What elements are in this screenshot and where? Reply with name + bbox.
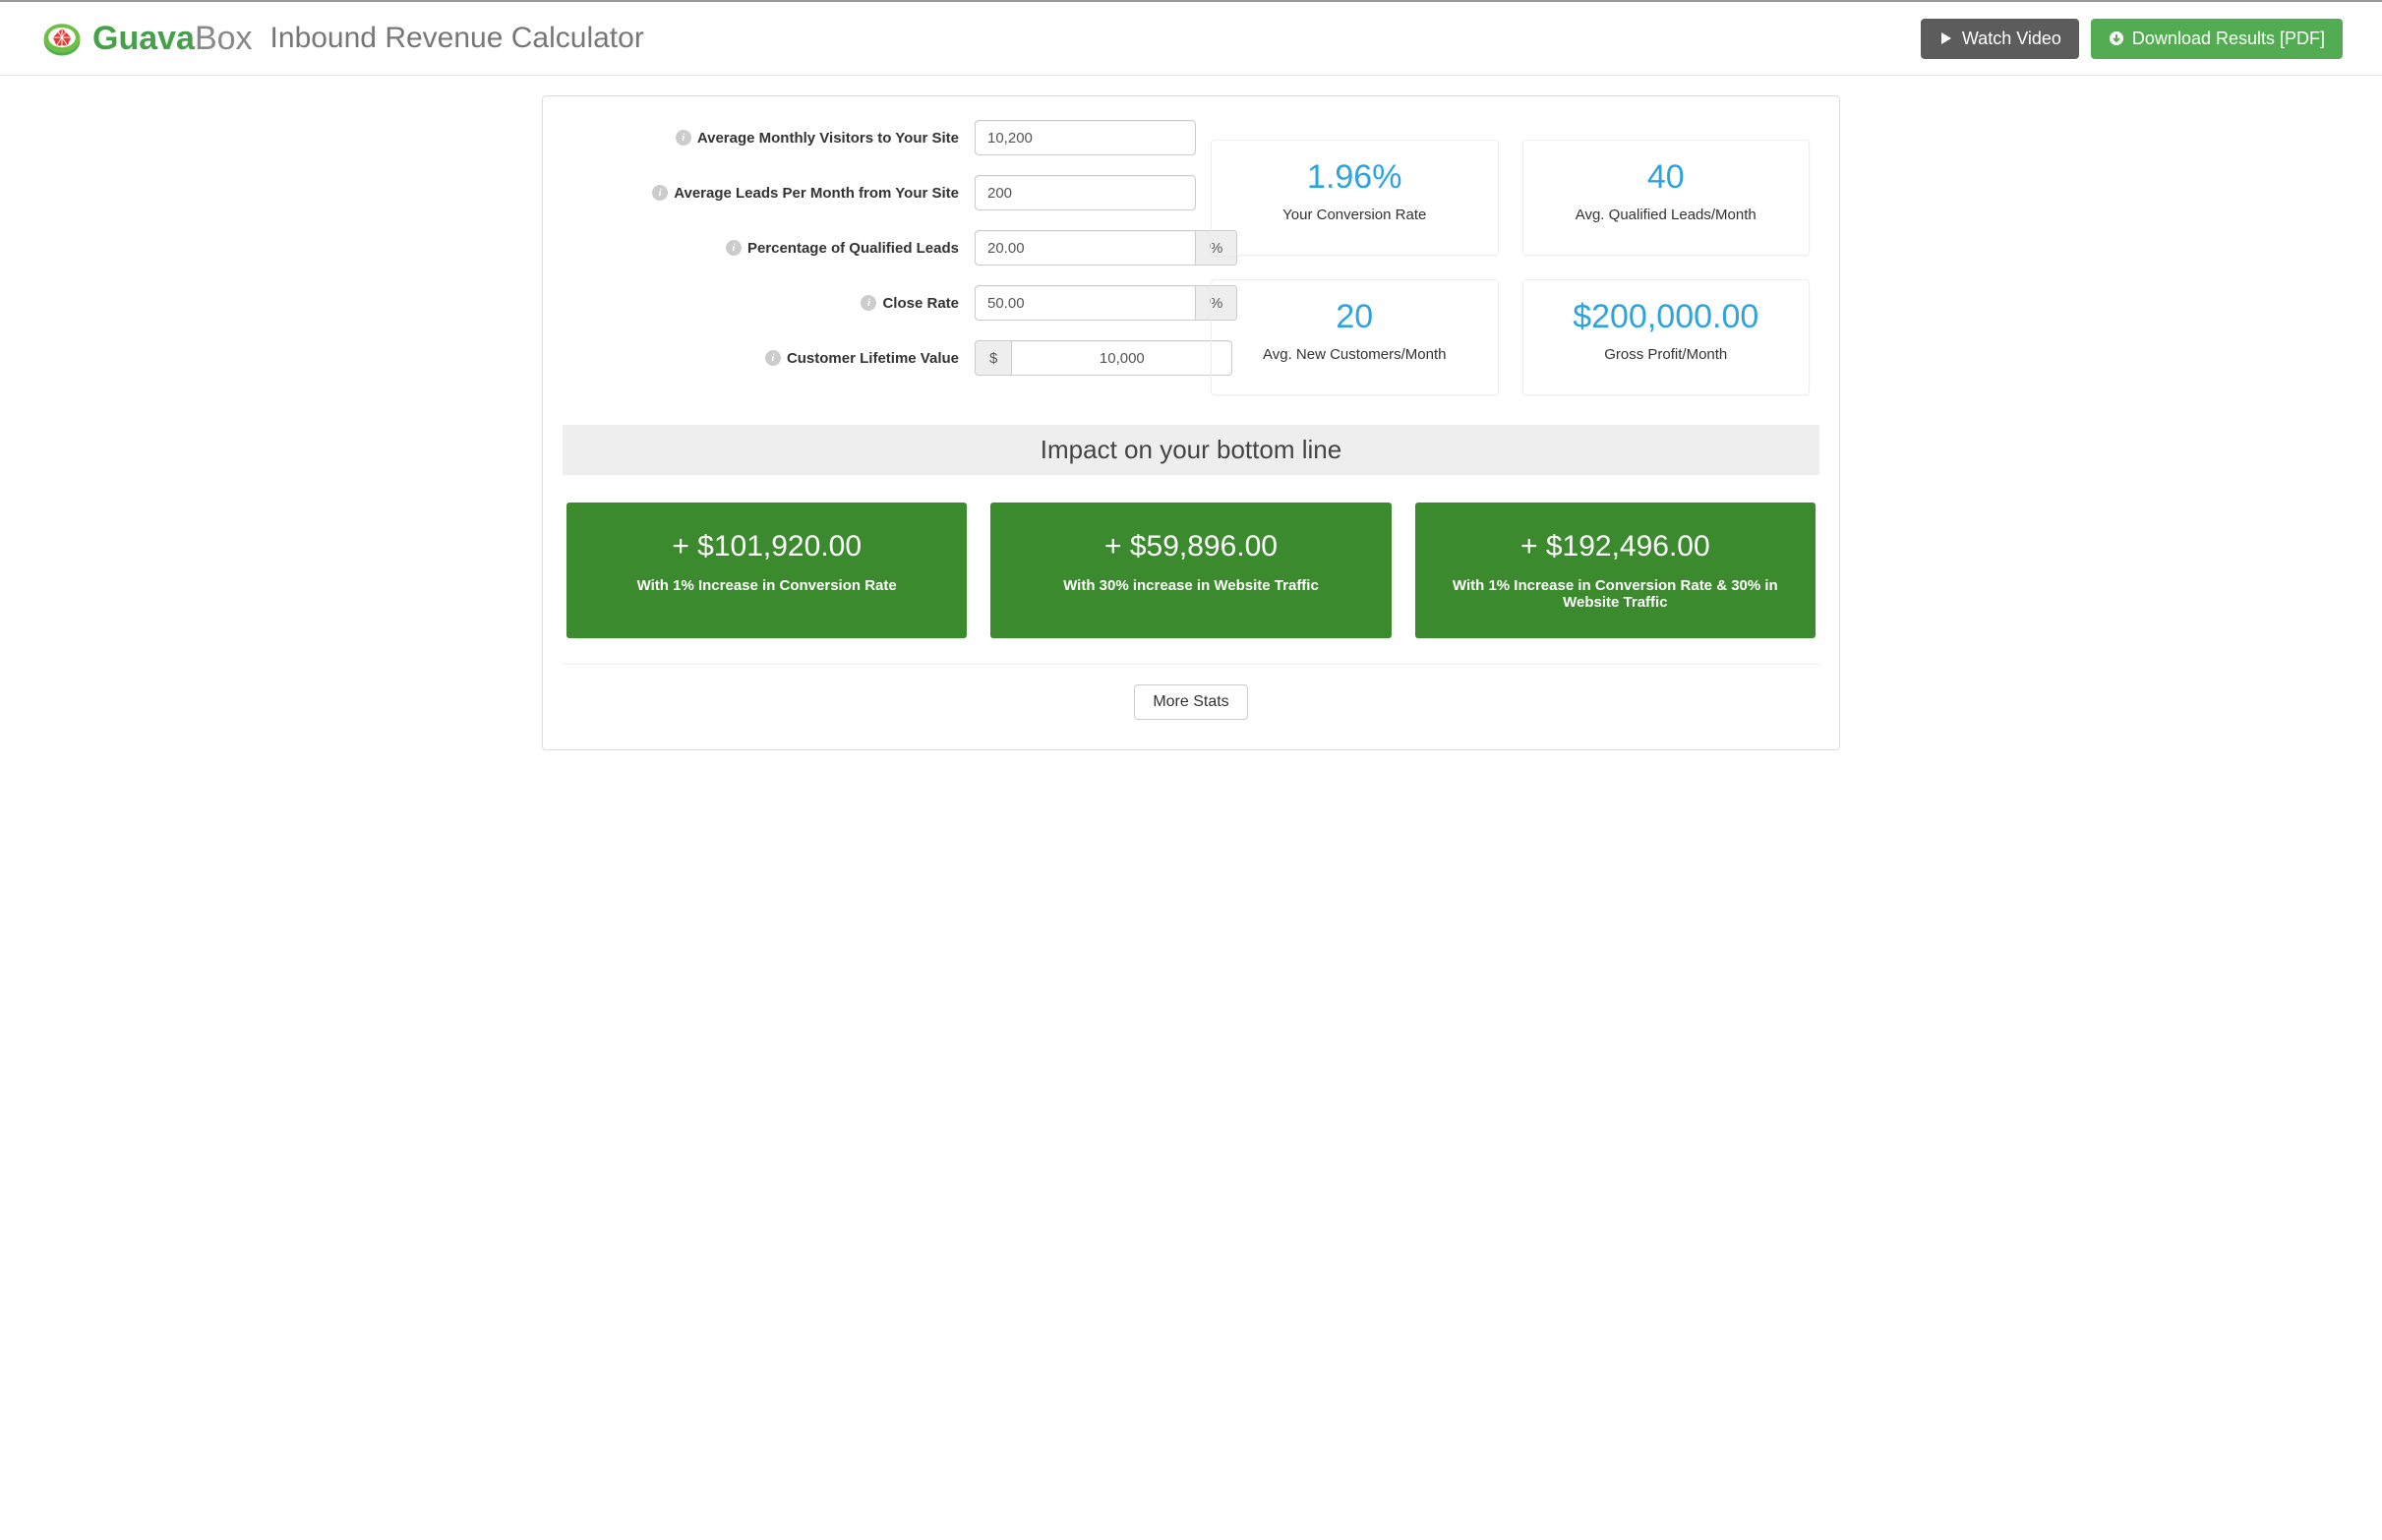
customers-card: 20 Avg. New Customers/Month: [1211, 279, 1499, 395]
info-icon[interactable]: i: [652, 185, 668, 201]
brand-light: Box: [195, 20, 253, 57]
impact-desc: With 1% Increase in Conversion Rate: [586, 577, 947, 594]
impact-card-conversion: + $101,920.00 With 1% Increase in Conver…: [566, 503, 967, 638]
dollar-addon: $: [975, 340, 1012, 376]
conversion-rate-card: 1.96% Your Conversion Rate: [1211, 140, 1499, 256]
leads-input[interactable]: [975, 175, 1196, 210]
impact-desc: With 1% Increase in Conversion Rate & 30…: [1435, 577, 1796, 611]
visitors-input[interactable]: [975, 120, 1196, 155]
qualified-leads-card: 40 Avg. Qualified Leads/Month: [1522, 140, 1811, 256]
stats-column: 1.96% Your Conversion Rate 40 Avg. Quali…: [1211, 120, 1810, 395]
visitors-label: i Average Monthly Visitors to Your Site: [572, 130, 975, 147]
form-column: i Average Monthly Visitors to Your Site …: [572, 120, 1171, 395]
guava-icon: [39, 16, 85, 61]
qualified-leads-value: 40: [1533, 158, 1800, 197]
close-label: i Close Rate: [572, 295, 975, 312]
info-icon[interactable]: i: [861, 295, 876, 311]
more-stats-button[interactable]: More Stats: [1134, 684, 1247, 720]
conversion-rate-value: 1.96%: [1221, 158, 1488, 197]
customers-value: 20: [1221, 298, 1488, 336]
leads-label: i Average Leads Per Month from Your Site: [572, 185, 975, 202]
info-icon[interactable]: i: [676, 130, 691, 146]
impact-desc: With 30% increase in Website Traffic: [1010, 577, 1371, 594]
top-buttons: Watch Video Download Results [PDF]: [1921, 19, 2343, 59]
close-input[interactable]: [975, 285, 1195, 321]
watch-video-label: Watch Video: [1962, 29, 2061, 49]
profit-card: $200,000.00 Gross Profit/Month: [1522, 279, 1811, 395]
impact-card-combined: + $192,496.00 With 1% Increase in Conver…: [1415, 503, 1816, 638]
impact-value: + $101,920.00: [586, 530, 947, 563]
qualified-group: i Percentage of Qualified Leads %: [572, 230, 1171, 266]
visitors-group: i Average Monthly Visitors to Your Site: [572, 120, 1171, 155]
download-icon: [2109, 30, 2124, 46]
topbar: GuavaBox Inbound Revenue Calculator Watc…: [0, 0, 2382, 76]
logo-text: GuavaBox: [92, 20, 253, 58]
impact-card-traffic: + $59,896.00 With 30% increase in Websit…: [990, 503, 1391, 638]
clv-label: i Customer Lifetime Value: [572, 350, 975, 367]
impact-header: Impact on your bottom line: [563, 425, 1819, 475]
main-panel: i Average Monthly Visitors to Your Site …: [542, 95, 1840, 750]
watch-video-button[interactable]: Watch Video: [1921, 19, 2079, 59]
profit-value: $200,000.00: [1533, 298, 1800, 336]
play-icon: [1938, 30, 1954, 46]
impact-row: + $101,920.00 With 1% Increase in Conver…: [563, 503, 1819, 638]
logo: GuavaBox: [39, 16, 253, 61]
customers-label: Avg. New Customers/Month: [1221, 346, 1488, 363]
close-group: i Close Rate %: [572, 285, 1171, 321]
download-results-button[interactable]: Download Results [PDF]: [2091, 19, 2343, 59]
impact-value: + $192,496.00: [1435, 530, 1796, 563]
info-icon[interactable]: i: [726, 240, 742, 256]
qualified-leads-label: Avg. Qualified Leads/Month: [1533, 207, 1800, 223]
clv-input[interactable]: [1012, 340, 1232, 376]
brand-bold: Guava: [92, 20, 195, 57]
conversion-rate-label: Your Conversion Rate: [1221, 207, 1488, 223]
more-stats-wrap: More Stats: [563, 684, 1819, 720]
info-icon[interactable]: i: [765, 350, 781, 366]
divider: [563, 664, 1819, 665]
qualified-label: i Percentage of Qualified Leads: [572, 240, 975, 257]
brand-wrap: GuavaBox Inbound Revenue Calculator: [39, 16, 644, 61]
clv-group: i Customer Lifetime Value $: [572, 340, 1171, 376]
download-label: Download Results [PDF]: [2132, 29, 2325, 49]
top-row: i Average Monthly Visitors to Your Site …: [563, 120, 1819, 415]
app-title: Inbound Revenue Calculator: [270, 22, 644, 55]
qualified-input[interactable]: [975, 230, 1195, 266]
leads-group: i Average Leads Per Month from Your Site: [572, 175, 1171, 210]
profit-label: Gross Profit/Month: [1533, 346, 1800, 363]
impact-value: + $59,896.00: [1010, 530, 1371, 563]
